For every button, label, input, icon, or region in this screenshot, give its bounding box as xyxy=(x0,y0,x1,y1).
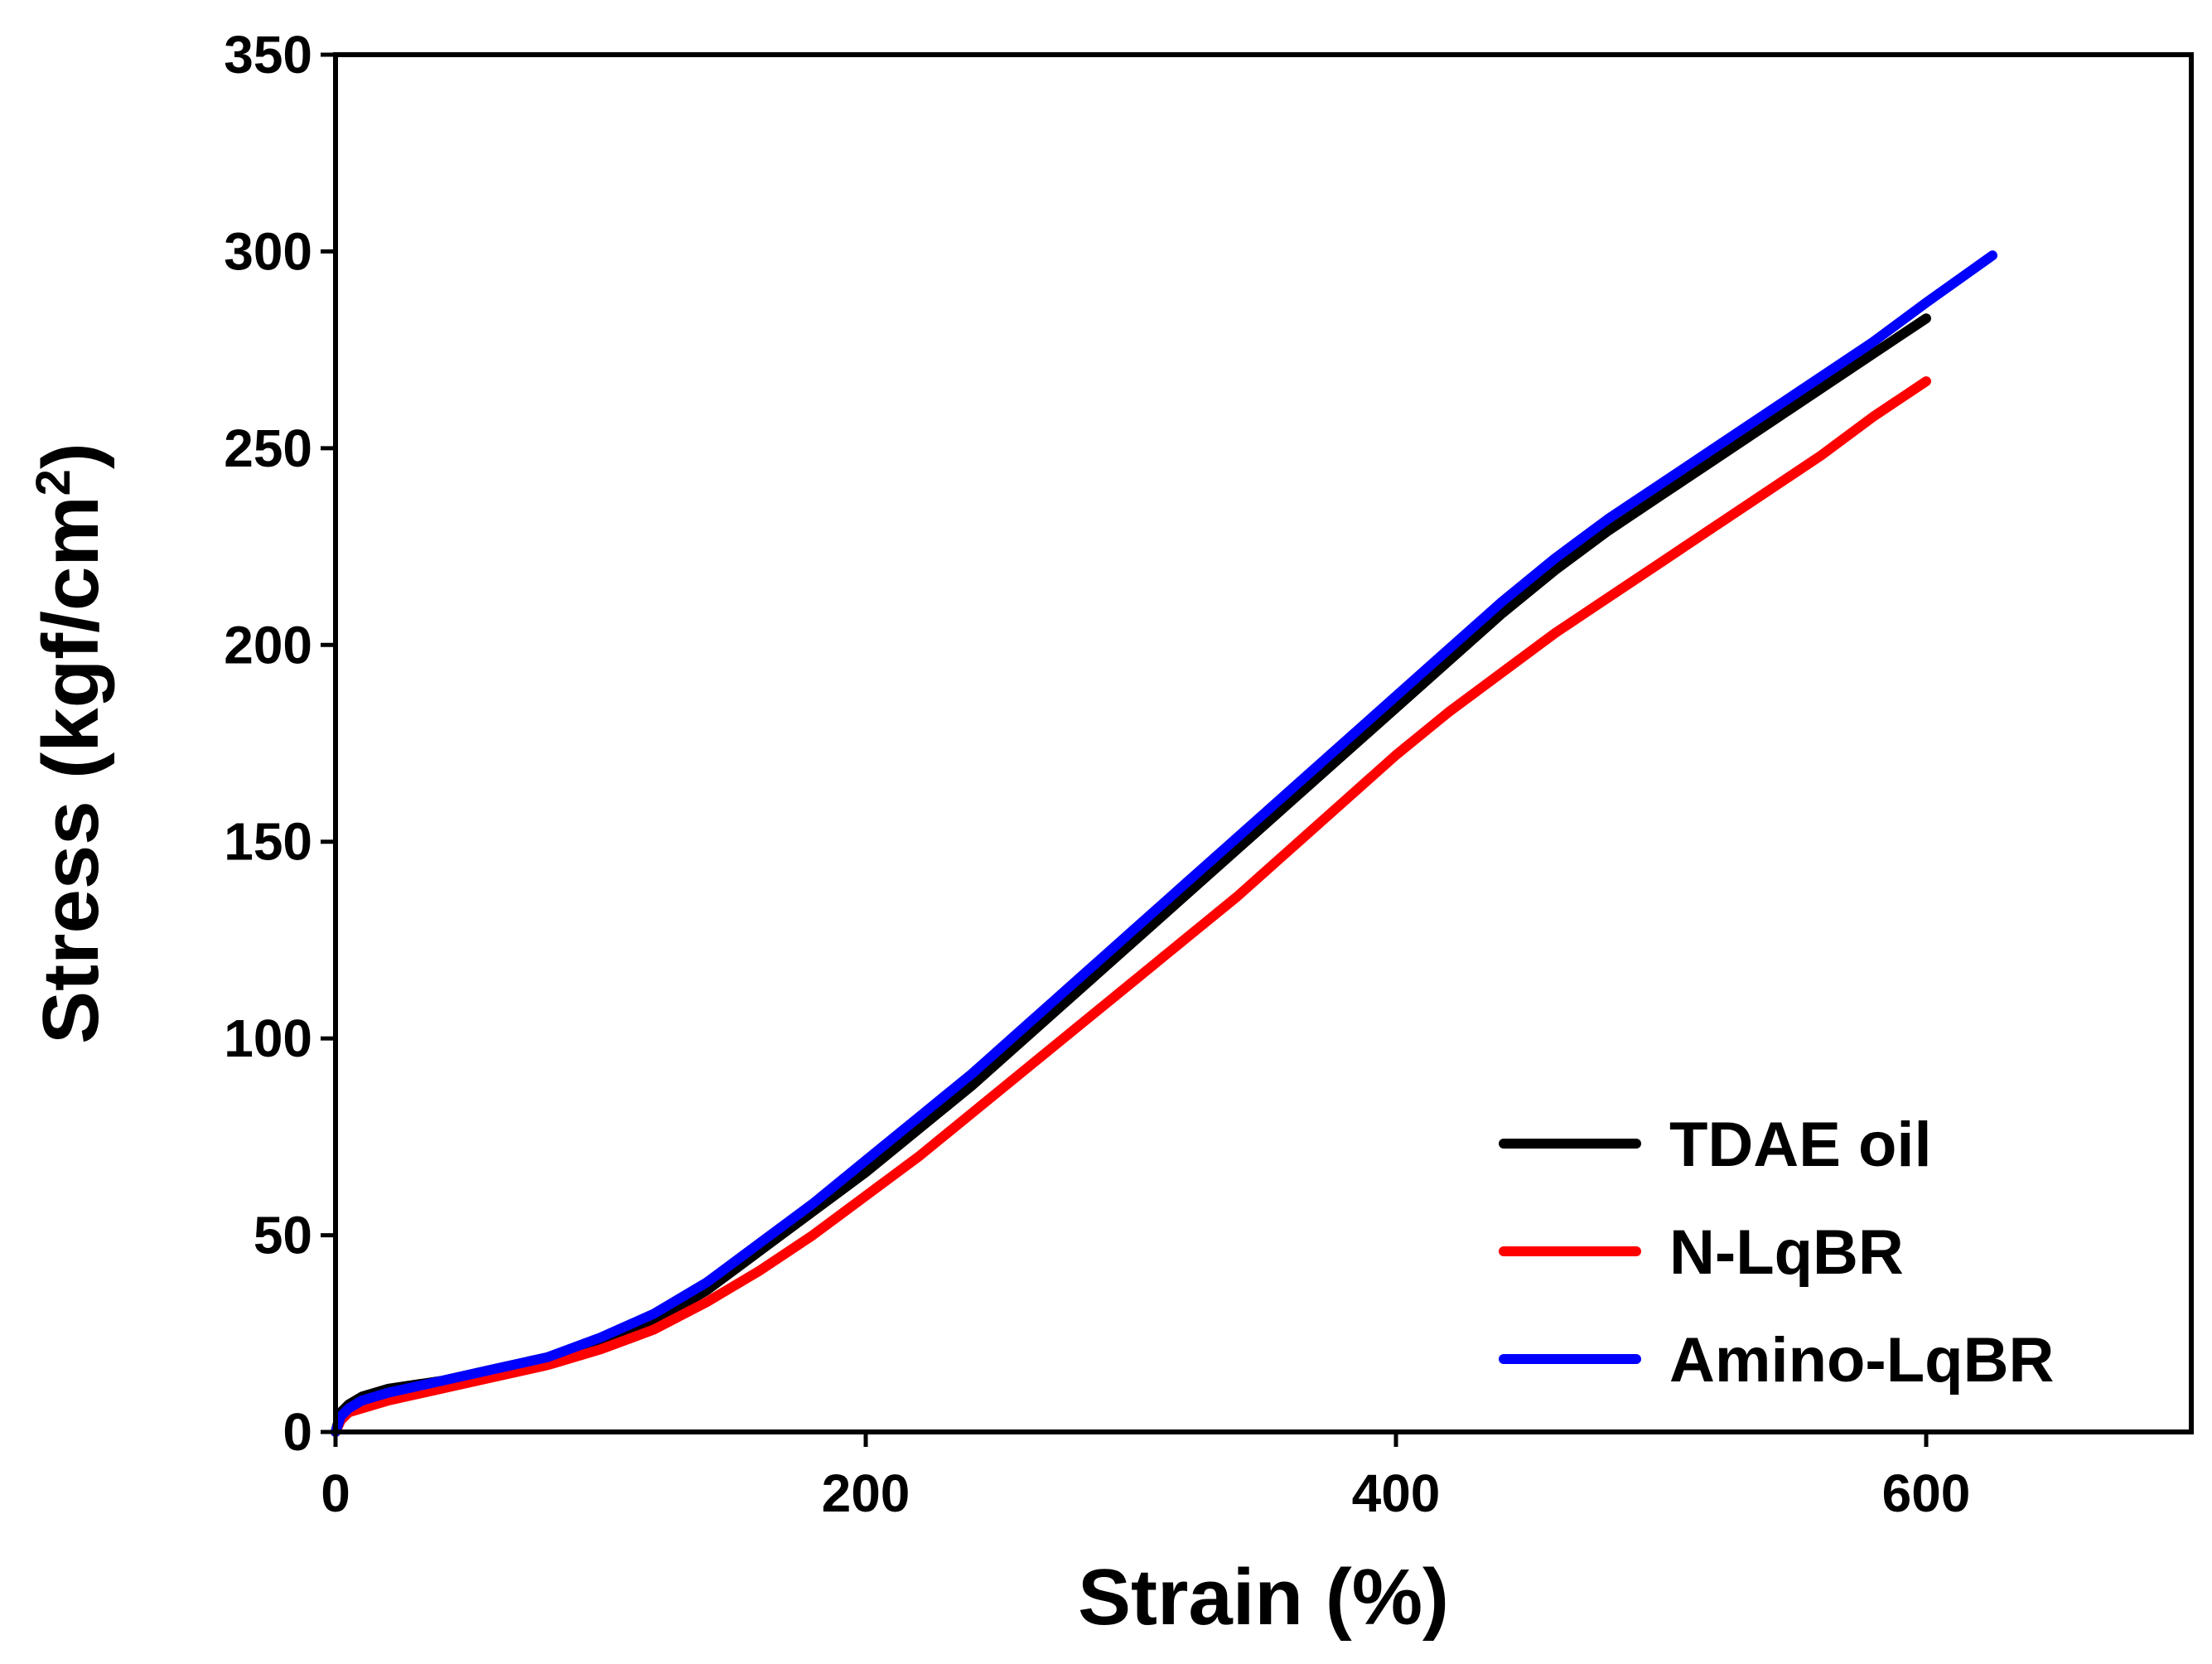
x-tick-label: 0 xyxy=(321,1463,350,1523)
x-tick-label: 200 xyxy=(822,1463,910,1523)
x-axis-ticks: 0 200 400 600 xyxy=(321,1432,1970,1523)
series-line-n-lqbr xyxy=(331,376,1931,1437)
legend-label-amino-lqbr: Amino-LqBR xyxy=(1669,1325,2054,1396)
y-tick-label: 100 xyxy=(224,1009,312,1068)
legend: TDAE oil N-LqBR Amino-LqBR xyxy=(1499,1110,2054,1396)
series-group xyxy=(331,250,1997,1437)
series-line-amino-lqbr xyxy=(331,250,1997,1437)
y-tick-label: 150 xyxy=(224,812,312,872)
legend-label-n-lqbr: N-LqBR xyxy=(1669,1217,1904,1288)
y-axis-title: Stress (kgf/cm2) xyxy=(27,443,115,1044)
y-tick-label: 300 xyxy=(224,221,312,281)
plot-area-frame xyxy=(333,52,2194,1434)
y-tick-label: 200 xyxy=(224,615,312,675)
y-axis-title-superscript: 2 xyxy=(27,469,80,496)
y-tick-label: 350 xyxy=(224,25,312,85)
legend-label-tdae-oil: TDAE oil xyxy=(1669,1110,1932,1180)
x-tick-label: 400 xyxy=(1352,1463,1441,1523)
y-axis-title-close: ) xyxy=(27,443,115,469)
y-axis-title-main: Stress (kgf/cm xyxy=(27,496,115,1044)
y-tick-label: 0 xyxy=(283,1402,312,1462)
x-axis-title: Strain (%) xyxy=(1078,1553,1449,1642)
y-tick-label: 50 xyxy=(254,1206,312,1265)
y-axis-ticks: 0 50 100 150 200 250 300 350 xyxy=(224,25,336,1462)
y-tick-label: 250 xyxy=(224,418,312,478)
x-tick-label: 600 xyxy=(1882,1463,1971,1523)
